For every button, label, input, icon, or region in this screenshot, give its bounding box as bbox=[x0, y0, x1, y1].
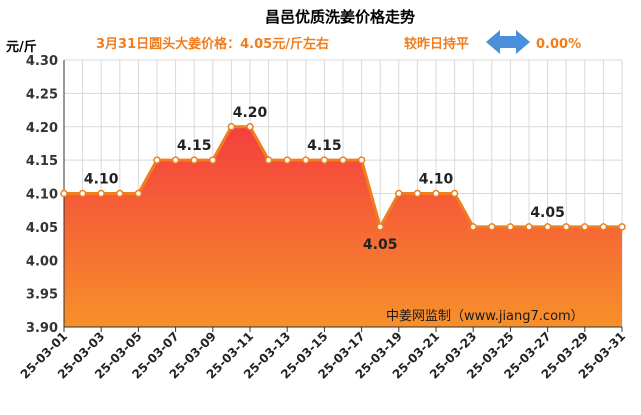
data-label: 4.10 bbox=[84, 172, 119, 188]
label-layer: 4.10 4.15 4.20 4.15 4.05 4.10 4.05 bbox=[84, 105, 565, 253]
data-label: 4.15 bbox=[307, 138, 342, 154]
price-note: 3月31日圆头大姜价格：4.05元/斤左右 bbox=[96, 36, 329, 52]
data-point bbox=[469, 223, 477, 231]
data-point bbox=[60, 189, 68, 198]
data-point bbox=[376, 223, 384, 231]
double-arrow-icon bbox=[486, 30, 530, 54]
data-point bbox=[525, 223, 533, 231]
data-point bbox=[302, 156, 310, 164]
y-tick-label: 4.00 bbox=[26, 254, 58, 269]
y-tick-label: 4.30 bbox=[26, 54, 58, 69]
data-point bbox=[488, 223, 496, 231]
data-point bbox=[618, 223, 626, 231]
watermark-text: 中姜网监制（www.jiang7.com） bbox=[386, 309, 584, 324]
data-point bbox=[283, 156, 291, 164]
change-value: 0.00% bbox=[536, 37, 581, 52]
data-point bbox=[357, 156, 366, 164]
data-point bbox=[395, 189, 403, 198]
data-label: 4.15 bbox=[177, 138, 212, 154]
data-label: 4.05 bbox=[530, 205, 565, 221]
y-tick-label: 3.95 bbox=[26, 288, 58, 303]
data-point bbox=[543, 223, 552, 231]
data-point bbox=[562, 223, 570, 231]
data-point bbox=[432, 189, 440, 198]
y-tick-label: 4.20 bbox=[26, 121, 58, 136]
data-point bbox=[581, 223, 589, 231]
data-point bbox=[78, 189, 87, 198]
data-point bbox=[97, 189, 105, 198]
y-axis-unit: 元/斤 bbox=[6, 39, 37, 55]
compare-note: 较昨日持平 bbox=[404, 36, 469, 52]
data-point bbox=[506, 223, 515, 231]
data-point bbox=[320, 156, 329, 164]
point-layer bbox=[60, 123, 626, 231]
data-point bbox=[190, 156, 198, 164]
data-point bbox=[171, 156, 180, 164]
data-point bbox=[450, 189, 459, 198]
data-point bbox=[209, 156, 217, 164]
chart-title: 昌邑优质洗姜价格走势 bbox=[265, 8, 415, 26]
data-point bbox=[264, 156, 273, 164]
area-fill bbox=[64, 126, 622, 327]
y-tick-label: 3.90 bbox=[26, 321, 58, 336]
data-label: 4.10 bbox=[419, 172, 454, 188]
y-tick-label: 4.25 bbox=[26, 87, 58, 102]
data-point bbox=[153, 156, 161, 164]
data-point bbox=[413, 189, 422, 198]
data-point bbox=[246, 123, 254, 131]
y-tick-label: 4.15 bbox=[26, 154, 58, 169]
y-tick-label: 4.10 bbox=[26, 188, 58, 203]
data-point bbox=[134, 189, 143, 198]
data-label: 4.20 bbox=[233, 105, 268, 121]
y-tick-label: 4.05 bbox=[26, 221, 58, 236]
data-point bbox=[227, 123, 236, 131]
data-point bbox=[339, 156, 347, 164]
data-label: 4.05 bbox=[363, 237, 398, 253]
data-point bbox=[116, 189, 124, 198]
data-point bbox=[599, 223, 608, 231]
